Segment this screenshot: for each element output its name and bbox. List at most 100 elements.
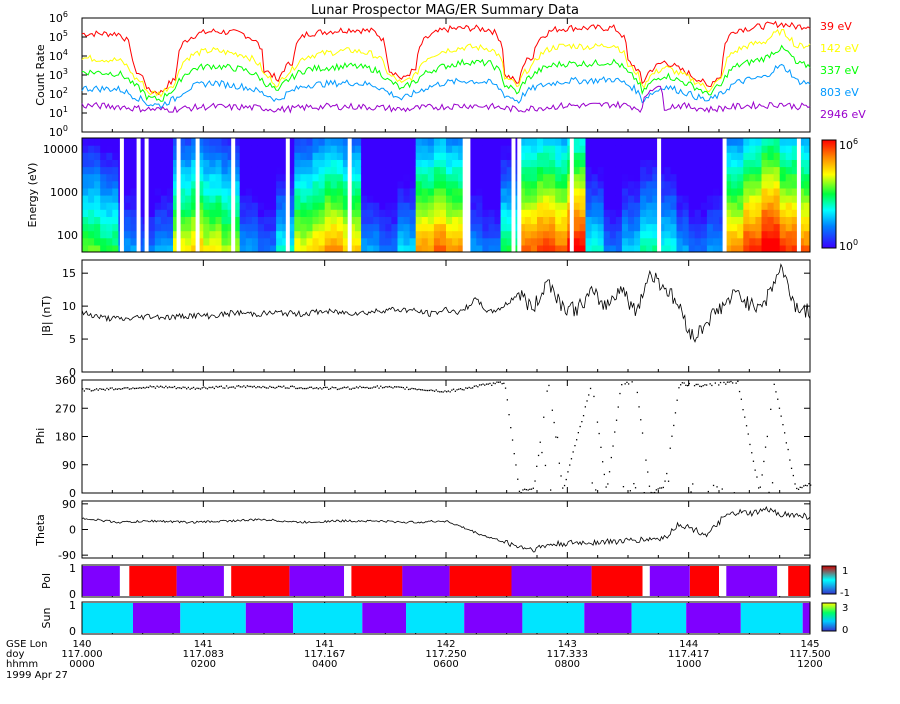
- spectrogram-cell: [803, 138, 810, 146]
- energy-ylabel: Energy (eV): [26, 163, 39, 228]
- spectrogram-cell: [506, 223, 514, 232]
- phi-point: [432, 389, 434, 392]
- spectrogram-cell: [433, 138, 441, 146]
- spectrogram-cell: [682, 173, 690, 182]
- phi-point: [142, 386, 144, 389]
- spectrogram-cell: [706, 237, 714, 246]
- spectrogram-cell: [737, 187, 744, 196]
- spectrogram-cell: [294, 202, 301, 210]
- spectrogram-cell: [361, 145, 368, 153]
- spectrogram-cell: [494, 237, 502, 246]
- spectrogram-cell: [233, 187, 241, 196]
- spectrogram-cell: [773, 209, 781, 217]
- spectrogram-cell: [348, 145, 356, 153]
- phi-point: [718, 384, 720, 386]
- spectrogram-cell: [185, 230, 192, 239]
- spectrogram-cell: [555, 152, 562, 160]
- spectrogram-cell: [755, 166, 763, 175]
- spectrogram-cell: [803, 223, 810, 232]
- phi-point: [101, 388, 103, 390]
- sun-segment: [82, 603, 133, 633]
- spectrogram-cell: [676, 209, 684, 217]
- spectrogram-cell: [233, 159, 241, 168]
- phi-point: [740, 398, 742, 400]
- phi-point: [206, 388, 209, 390]
- spectrogram-cell: [330, 223, 338, 232]
- spectrogram-cell: [336, 216, 344, 225]
- spectrogram-cell: [166, 216, 174, 225]
- spectrogram-cell: [379, 230, 386, 239]
- phi-point: [527, 489, 529, 491]
- phi-point: [551, 409, 553, 411]
- spectrogram-cell: [712, 223, 720, 232]
- spectrogram-cell: [755, 145, 763, 153]
- spectrogram-cell: [749, 223, 756, 232]
- spectrogram-cell: [130, 180, 138, 189]
- spectrogram-cell: [209, 152, 217, 160]
- spectrogram-cell: [427, 159, 435, 168]
- spectrogram-cell: [385, 202, 392, 210]
- b-ytick-label: 15: [62, 267, 76, 280]
- spectrogram-cell: [342, 230, 350, 239]
- phi-point: [125, 387, 127, 389]
- spectrogram-cell: [476, 138, 483, 146]
- spectrogram-cell: [409, 195, 417, 203]
- spectrogram-cell: [779, 223, 787, 232]
- spectrogram-cell: [646, 166, 653, 175]
- spectrogram-cell: [203, 166, 210, 175]
- spectrogram-cell: [306, 152, 314, 160]
- spectrogram-cell: [257, 145, 265, 153]
- spectrogram-cell: [688, 166, 696, 175]
- spectrogram-cell: [597, 237, 605, 246]
- spectrogram-cell: [731, 195, 738, 203]
- phi-point: [392, 387, 394, 389]
- spectrogram-cell: [488, 145, 496, 153]
- phi-point: [135, 387, 137, 389]
- spectrogram-cell: [215, 202, 223, 210]
- spectrogram-cell: [476, 244, 483, 252]
- spectrogram-cell: [294, 138, 301, 146]
- phi-point: [114, 388, 117, 390]
- spectrogram-cell: [719, 209, 726, 217]
- spectrogram-cell: [409, 145, 417, 153]
- phi-point: [361, 386, 363, 389]
- phi-point: [283, 385, 285, 387]
- phi-point: [738, 390, 741, 393]
- count-rate-legend-label: 803 eV: [820, 86, 859, 99]
- spectrogram-cell: [160, 209, 168, 217]
- phi-point: [262, 385, 264, 388]
- spectrogram-cell: [706, 187, 714, 196]
- phi-point: [556, 436, 559, 439]
- spectrogram-cell: [324, 166, 332, 175]
- spectrogram-cell: [743, 244, 750, 252]
- spectrogram-cell: [409, 173, 417, 182]
- phi-point: [258, 386, 261, 388]
- spectrogram-cell: [640, 202, 647, 210]
- spectrogram-cell: [100, 244, 107, 252]
- spectrogram-cell: [749, 173, 756, 182]
- spectrogram-cell: [476, 202, 483, 210]
- spectrogram-cell: [379, 216, 386, 225]
- phi-point: [338, 388, 340, 390]
- spectrogram-cell: [773, 138, 781, 146]
- spectrogram-cell: [500, 187, 508, 196]
- spectrogram-cell: [773, 173, 781, 182]
- spectrogram-cell: [166, 195, 174, 203]
- phi-point: [374, 386, 377, 388]
- spectrogram-cell: [719, 202, 726, 210]
- phi-point: [714, 382, 716, 384]
- spectrogram-cell: [603, 159, 611, 168]
- phi-point: [173, 385, 176, 388]
- spectrogram-cell: [94, 159, 101, 168]
- spectrogram-cell: [482, 159, 490, 168]
- spectrogram-cell: [251, 230, 259, 239]
- spectrogram-cell: [106, 216, 113, 225]
- spectrogram-cell: [203, 187, 210, 196]
- spectrogram-cell: [318, 223, 326, 232]
- spectrogram-cell: [257, 202, 265, 210]
- spectrogram-cell: [555, 230, 562, 239]
- spectrogram-cell: [767, 202, 775, 210]
- spectrogram-cell: [373, 216, 380, 225]
- spectrogram-cell: [300, 223, 308, 232]
- spectrogram-cell: [452, 145, 459, 153]
